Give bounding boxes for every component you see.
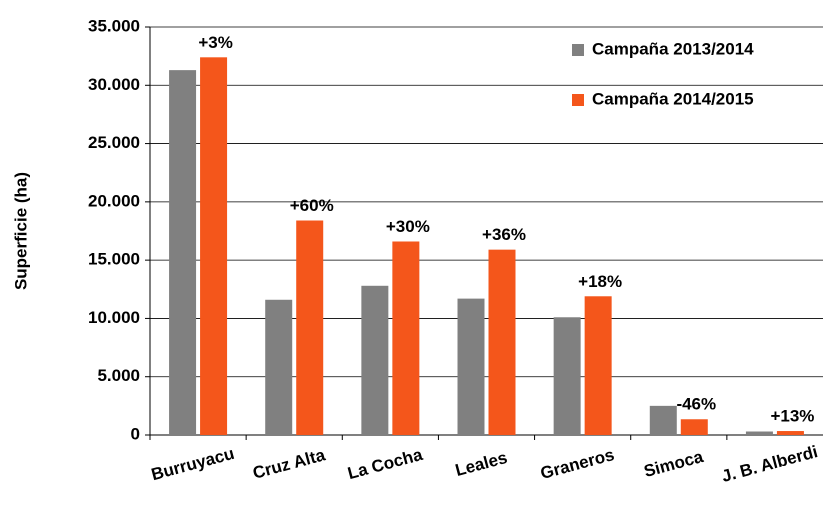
y-tick-label: 0: [131, 424, 140, 443]
y-tick-label: 5.000: [97, 366, 140, 385]
y-tick-label: 20.000: [88, 191, 140, 210]
legend: Campaña 2013/2014 Campaña 2014/2015: [572, 39, 754, 108]
annotation: +13%: [770, 407, 814, 426]
bar: [361, 285, 389, 435]
x-tick-label: Cruz Alta: [251, 445, 328, 483]
bar: [265, 299, 293, 435]
annotation: +60%: [290, 196, 334, 215]
x-tick-label: Graneros: [538, 445, 616, 483]
bar: [200, 57, 228, 436]
annotation: +18%: [578, 272, 622, 291]
bar: [169, 70, 197, 435]
bar: [457, 298, 485, 435]
bar: [553, 317, 581, 435]
bar: [488, 249, 516, 435]
bar: [745, 431, 773, 435]
x-tick-label: Leales: [453, 448, 509, 480]
y-tick-label: 25.000: [88, 133, 140, 152]
y-tick-label: 35.000: [88, 16, 140, 35]
x-tick-label: Simoca: [642, 447, 706, 481]
x-tick-label: Burruyacu: [149, 444, 236, 484]
x-tick-label: J. B. Alberdi: [720, 442, 820, 486]
y-tick-label: 15.000: [88, 250, 140, 269]
bar: [584, 296, 612, 435]
bar: [392, 241, 420, 435]
bar: [680, 419, 708, 435]
bar: [776, 431, 804, 435]
legend-swatch: [572, 94, 584, 106]
bar: [649, 405, 677, 435]
annotation: +36%: [482, 225, 526, 244]
y-axis-label: Superficie (ha): [11, 172, 30, 290]
annotation: +30%: [386, 217, 430, 236]
legend-label: Campaña 2013/2014: [592, 39, 754, 58]
annotation: -46%: [676, 395, 716, 414]
bar: [296, 220, 324, 435]
y-tick-label: 10.000: [88, 308, 140, 327]
annotation: +3%: [198, 33, 233, 52]
x-tick-label: La Cocha: [346, 445, 425, 483]
y-tick-label: 30.000: [88, 75, 140, 94]
legend-swatch: [572, 44, 584, 56]
legend-label: Campaña 2014/2015: [592, 89, 754, 108]
